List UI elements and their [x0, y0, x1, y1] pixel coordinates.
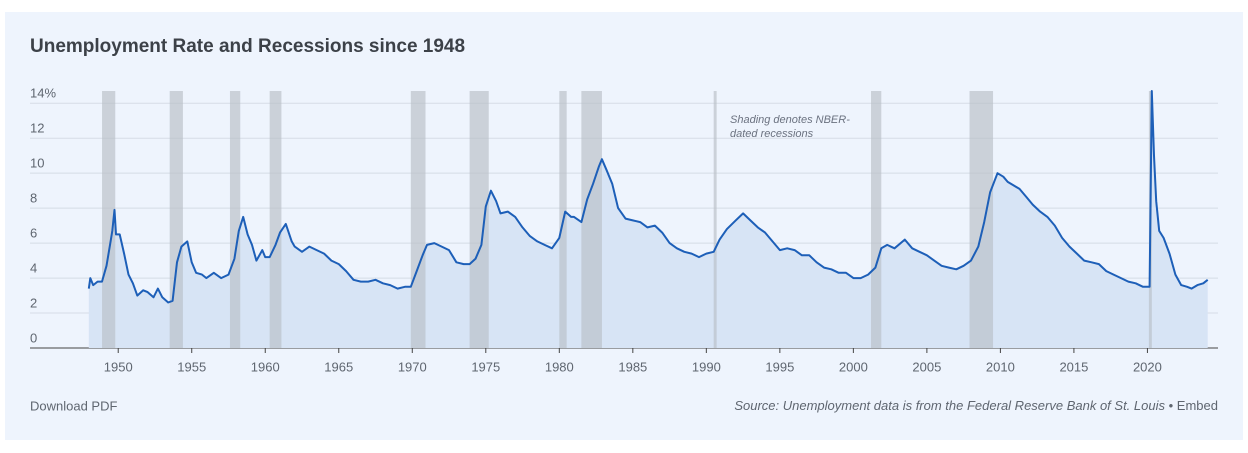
y-tick-label: 14%	[30, 86, 56, 101]
x-tick-label: 1985	[618, 359, 647, 374]
chart-title: Unemployment Rate and Recessions since 1…	[30, 36, 465, 57]
recession-band	[229, 91, 241, 348]
download-link[interactable]: Download PDF	[30, 398, 117, 413]
y-tick-label: 0	[30, 330, 37, 345]
recession-band	[469, 91, 489, 348]
annotation: dated recessions	[730, 128, 814, 140]
x-tick-label: 1990	[692, 359, 721, 374]
x-tick-label: 1955	[177, 359, 206, 374]
y-tick-label: 10	[30, 156, 44, 171]
x-tick-label: 2015	[1059, 359, 1088, 374]
recession-band	[269, 91, 282, 348]
y-tick-label: 6	[30, 226, 37, 241]
x-tick-label: 2000	[839, 359, 868, 374]
recession-band	[713, 91, 717, 348]
recession-band	[169, 91, 183, 348]
recession-band	[102, 91, 116, 348]
series-line	[87, 90, 1209, 304]
y-tick-label: 8	[30, 191, 37, 206]
embed-link[interactable]: Embed	[1177, 398, 1218, 413]
recession-band	[969, 91, 994, 348]
source-text: Source: Unemployment data is from the Fe…	[734, 398, 1165, 413]
x-tick-label: 1995	[765, 359, 794, 374]
x-tick-label: 1970	[398, 359, 427, 374]
series-area	[88, 91, 1208, 348]
x-tick-label: 2020	[1133, 359, 1162, 374]
x-tick-label: 1965	[324, 359, 353, 374]
separator: •	[1169, 398, 1174, 413]
footer-source: Source: Unemployment data is from the Fe…	[734, 398, 1218, 413]
recession-band	[581, 91, 602, 348]
x-tick-label: 1950	[104, 359, 133, 374]
x-tick-label: 2010	[986, 359, 1015, 374]
x-tick-label: 1960	[251, 359, 280, 374]
x-tick-label: 2005	[912, 359, 941, 374]
recession-band	[410, 91, 426, 348]
y-tick-label: 12	[30, 121, 44, 136]
recession-band	[871, 91, 882, 348]
x-tick-label: 1975	[471, 359, 500, 374]
x-tick-label: 1980	[545, 359, 574, 374]
y-tick-label: 2	[30, 295, 37, 310]
y-tick-label: 4	[30, 261, 37, 276]
annotation: Shading denotes NBER-	[730, 114, 850, 126]
